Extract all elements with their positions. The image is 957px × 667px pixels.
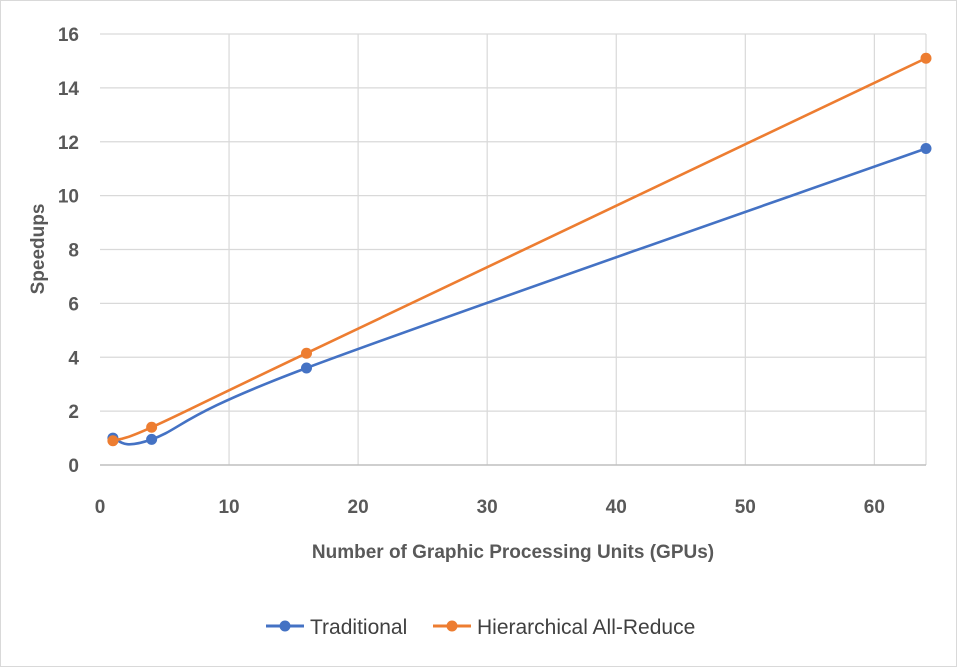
data-point-traditional — [146, 433, 158, 445]
data-point-hierarchical-all-reduce — [146, 421, 158, 433]
y-tick-label: 4 — [68, 348, 79, 369]
y-tick-label: 10 — [58, 187, 79, 208]
legend-item-hierarchical: Hierarchical All-Reduce — [433, 616, 695, 639]
x-tick-labels: 0 10 20 30 40 50 60 — [95, 497, 885, 518]
data-point-hierarchical-all-reduce — [920, 52, 932, 64]
y-tick-label: 12 — [58, 133, 79, 154]
legend-label-traditional: Traditional — [310, 616, 407, 639]
legend-marker-traditional — [279, 620, 291, 632]
series-layer — [107, 52, 932, 447]
y-tick-label: 2 — [68, 402, 79, 423]
y-tick-label: 8 — [68, 241, 79, 262]
y-tick-label: 14 — [58, 79, 80, 100]
series-hierarchical-all-reduce — [107, 52, 932, 447]
x-tick-label: 30 — [477, 497, 498, 518]
x-tick-label: 0 — [95, 497, 106, 518]
x-tick-label: 10 — [218, 497, 239, 518]
series-traditional — [107, 142, 932, 446]
x-tick-label: 50 — [735, 497, 756, 518]
y-tick-label: 16 — [58, 25, 79, 46]
x-tick-label: 20 — [348, 497, 369, 518]
y-tick-labels: 0 2 4 6 8 10 12 14 16 — [58, 25, 80, 477]
data-point-hierarchical-all-reduce — [107, 435, 119, 447]
legend: Traditional Hierarchical All-Reduce — [266, 616, 695, 639]
data-point-traditional — [301, 362, 312, 374]
y-axis-title: Speedups — [28, 204, 49, 295]
legend-label-hierarchical: Hierarchical All-Reduce — [477, 616, 695, 639]
legend-marker-hierarchical — [446, 620, 458, 632]
y-tick-label: 6 — [68, 294, 79, 315]
data-point-hierarchical-all-reduce — [301, 347, 312, 359]
gridlines — [100, 33, 927, 465]
data-point-traditional — [920, 142, 932, 154]
series-line-traditional — [112, 147, 927, 446]
y-tick-label: 0 — [68, 456, 79, 477]
legend-item-traditional: Traditional — [266, 616, 407, 639]
x-tick-label: 60 — [864, 497, 885, 518]
x-tick-label: 40 — [606, 497, 627, 518]
x-axis-title: Number of Graphic Processing Units (GPUs… — [312, 542, 714, 563]
